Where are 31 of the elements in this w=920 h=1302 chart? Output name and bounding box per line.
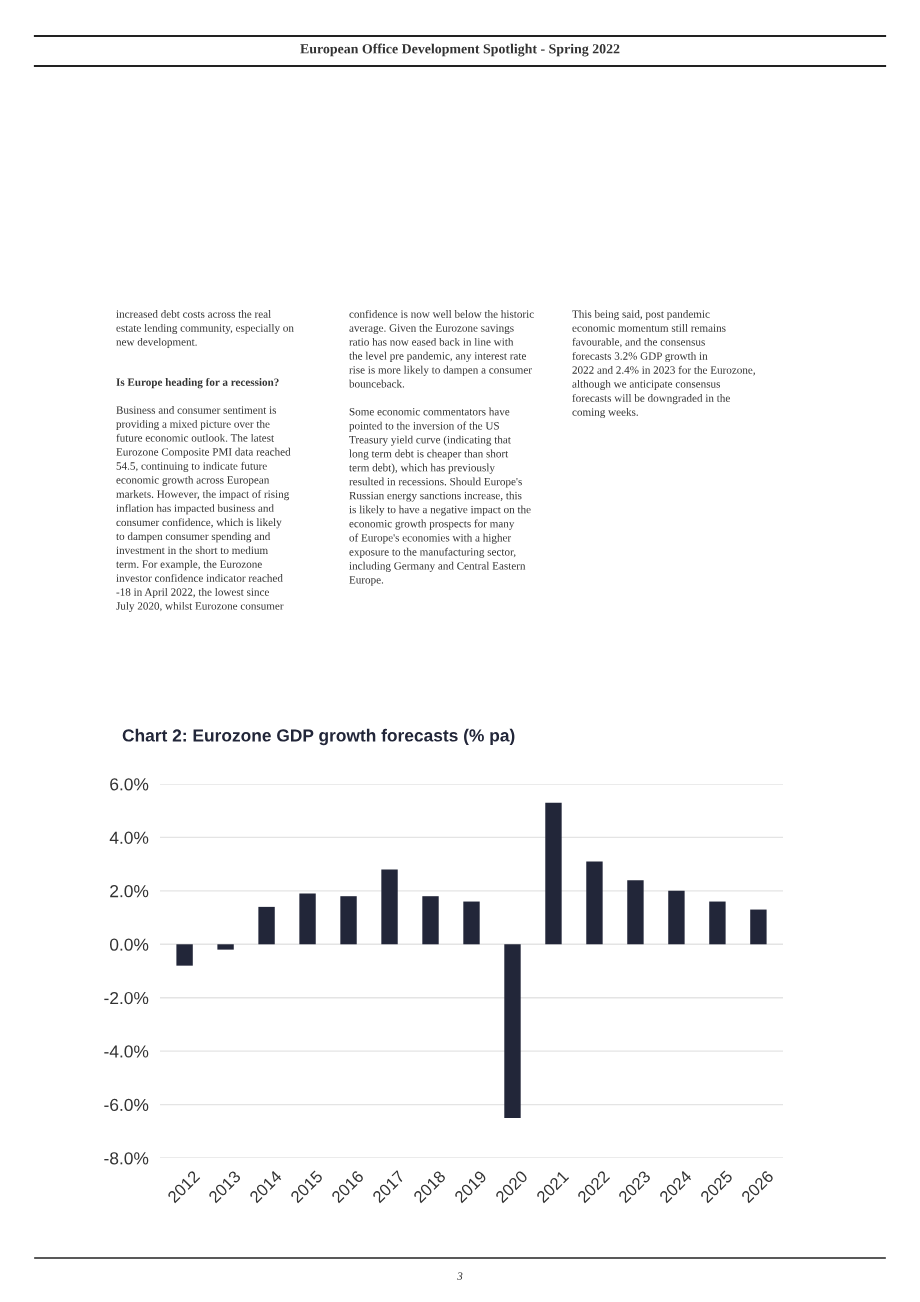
- y-tick-label: -6.0%: [104, 1098, 149, 1112]
- bar: [627, 880, 644, 945]
- y-tick-label: 0.0%: [110, 938, 149, 951]
- text: Is Europe heading for a recession?: [116, 378, 279, 389]
- bar: [545, 802, 562, 945]
- text: increased debt costs across the real estate lending community, especially on new development.: [116, 310, 294, 348]
- y-tick-label: -2.0%: [104, 991, 149, 1005]
- bar: [668, 890, 685, 945]
- bar: [299, 893, 316, 945]
- y-tick-label: -8.0%: [104, 1152, 149, 1165]
- bar: [586, 861, 603, 945]
- bar: [340, 896, 357, 945]
- chart-title: Chart 2: Eurozone GDP growth forecasts (% pa): [122, 728, 515, 746]
- bar: [504, 944, 521, 1118]
- y-tick-label: 4.0%: [109, 831, 149, 844]
- text: 3: [457, 1272, 463, 1280]
- bar: [381, 869, 398, 945]
- bar: [217, 944, 234, 950]
- y-tick-label: -4.0%: [104, 1045, 149, 1058]
- bar: [709, 901, 726, 945]
- text: confidence is now well below the historic average. Given the Eurozone savings ratio has now eased back in line with the level pre pandemic, any interest rate rise is more likely to dampen a consumer bounceback. Some economic commentators have pointed to the inversion of the US Treasury yield curve (indicating that long term debt is cheaper than short term debt), which has previously resulted in recessions. Should Europe's Russian energy sanctions increase, this is likely to have a negative impact on the economic growth prospects for many of Europe's economies with a higher exposure to the manufacturing sector, including Germany and Central Eastern Europe.: [349, 309, 534, 586]
- y-tick-label: 6.0%: [110, 778, 149, 791]
- bar: [463, 901, 480, 945]
- text: Business and consumer sentiment is providing a mixed picture over the future economic outlook. The latest Eurozone Composite PMI data reached 54.5, continuing to indicate future economic growth across European markets. However, the impact of rising inflation has impacted business and consumer confidence, which is likely to dampen consumer spending and investment in the short to medium term. For example, the Eurozone investor confidence indicator reached -18 in April 2022, the lowest since July 2020, whilst Eurozone consumer: [116, 406, 291, 613]
- bar: [750, 909, 767, 945]
- bar: [176, 944, 193, 966]
- text: This being said, post pandemic economic momentum still remains favourable, and the consensus forecasts 3.2% GDP growth in 2022 and 2.4% in 2023 for the Eurozone, although we anticipate consensus forecasts will be downgraded in the coming weeks.: [572, 310, 755, 419]
- text: European Office Development Spotlight - Spring 2022: [300, 43, 620, 57]
- bar: [422, 896, 439, 945]
- y-tick-label: 2.0%: [110, 885, 149, 898]
- bar: [258, 906, 275, 945]
